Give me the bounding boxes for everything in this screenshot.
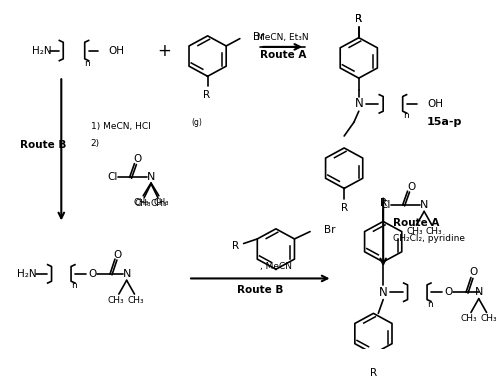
Text: Route B: Route B: [237, 285, 284, 296]
Text: CH₃: CH₃: [134, 198, 149, 207]
Text: CH₃: CH₃: [460, 314, 477, 323]
Text: Br: Br: [324, 225, 335, 235]
Text: R: R: [370, 368, 377, 377]
Text: Cl: Cl: [380, 200, 391, 210]
Text: CH₂Cl₂, pyridine: CH₂Cl₂, pyridine: [393, 234, 465, 244]
Text: R: R: [355, 14, 362, 25]
Text: O: O: [88, 269, 96, 279]
Text: Route A: Route A: [393, 218, 440, 228]
Text: Br: Br: [254, 32, 265, 42]
Text: OH: OH: [427, 99, 443, 109]
Text: CH₃: CH₃: [480, 314, 497, 323]
Text: N: N: [474, 287, 483, 297]
Text: H₂N: H₂N: [18, 269, 37, 279]
Text: N: N: [420, 200, 428, 210]
Text: N: N: [379, 286, 388, 299]
Text: +: +: [157, 41, 170, 60]
Text: R: R: [380, 198, 386, 208]
Text: n: n: [84, 59, 89, 68]
Text: N: N: [354, 97, 363, 110]
Text: n: n: [71, 281, 77, 290]
Text: O: O: [470, 267, 478, 277]
Text: n: n: [427, 300, 433, 309]
Text: R: R: [232, 241, 239, 251]
Text: Cl: Cl: [108, 172, 118, 182]
Text: CH₃: CH₃: [127, 296, 144, 305]
Text: O: O: [134, 154, 141, 164]
Text: CH₃: CH₃: [150, 199, 167, 208]
Text: OH: OH: [108, 46, 124, 55]
Text: O: O: [408, 182, 416, 192]
Text: CH₃: CH₃: [426, 227, 442, 236]
Text: n: n: [402, 111, 408, 120]
Text: 2): 2): [90, 139, 100, 148]
Text: CH₃: CH₃: [406, 227, 422, 236]
Text: (g): (g): [191, 118, 202, 127]
Text: CH₃: CH₃: [108, 296, 124, 305]
Text: CH₃: CH₃: [135, 199, 152, 208]
Text: O: O: [444, 287, 452, 297]
Text: O: O: [114, 250, 122, 259]
Text: Route A: Route A: [260, 50, 306, 60]
Text: 1) MeCN, HCl: 1) MeCN, HCl: [90, 122, 150, 131]
Text: Route B: Route B: [20, 140, 66, 150]
Text: R: R: [202, 90, 210, 100]
Text: R: R: [340, 203, 347, 213]
Text: N: N: [122, 269, 131, 279]
Text: H₂N: H₂N: [32, 46, 52, 55]
Text: R: R: [355, 14, 362, 25]
Text: , MeCN: , MeCN: [260, 262, 292, 271]
Text: N: N: [147, 172, 155, 182]
Text: 15a-p: 15a-p: [427, 117, 462, 127]
Text: CH₃: CH₃: [153, 198, 168, 207]
Text: MeCN, Et₃N: MeCN, Et₃N: [257, 33, 308, 42]
